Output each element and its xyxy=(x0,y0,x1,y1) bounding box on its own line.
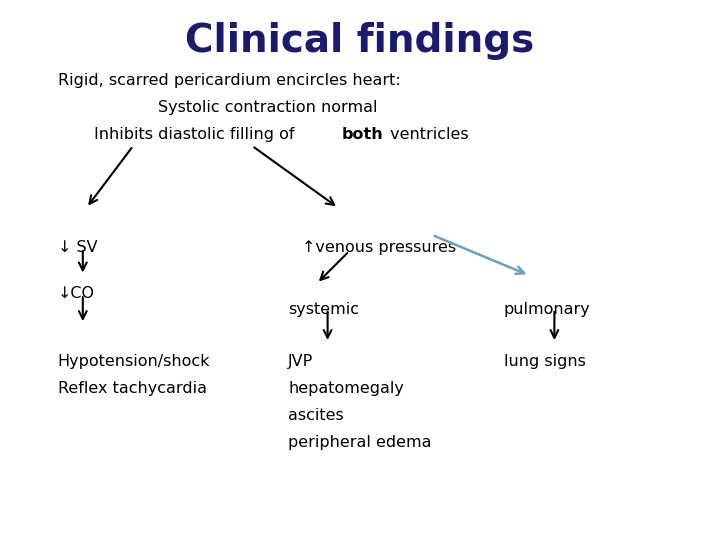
Text: hepatomegaly: hepatomegaly xyxy=(288,381,404,396)
Text: ventricles: ventricles xyxy=(385,127,469,142)
Text: pulmonary: pulmonary xyxy=(504,302,590,318)
Text: systemic: systemic xyxy=(288,302,359,318)
Text: peripheral edema: peripheral edema xyxy=(288,435,431,450)
Text: ↑venous pressures: ↑venous pressures xyxy=(302,240,456,255)
Text: lung signs: lung signs xyxy=(504,354,586,369)
Text: ↓CO: ↓CO xyxy=(58,286,94,301)
Text: Inhibits diastolic filling of: Inhibits diastolic filling of xyxy=(94,127,300,142)
Text: ascites: ascites xyxy=(288,408,343,423)
Text: JVP: JVP xyxy=(288,354,313,369)
Text: Systolic contraction normal: Systolic contraction normal xyxy=(158,100,378,115)
Text: both: both xyxy=(342,127,384,142)
Text: ↓ SV: ↓ SV xyxy=(58,240,97,255)
Text: Hypotension/shock: Hypotension/shock xyxy=(58,354,210,369)
Text: Clinical findings: Clinical findings xyxy=(185,22,535,59)
Text: Rigid, scarred pericardium encircles heart:: Rigid, scarred pericardium encircles hea… xyxy=(58,73,400,88)
Text: Reflex tachycardia: Reflex tachycardia xyxy=(58,381,207,396)
